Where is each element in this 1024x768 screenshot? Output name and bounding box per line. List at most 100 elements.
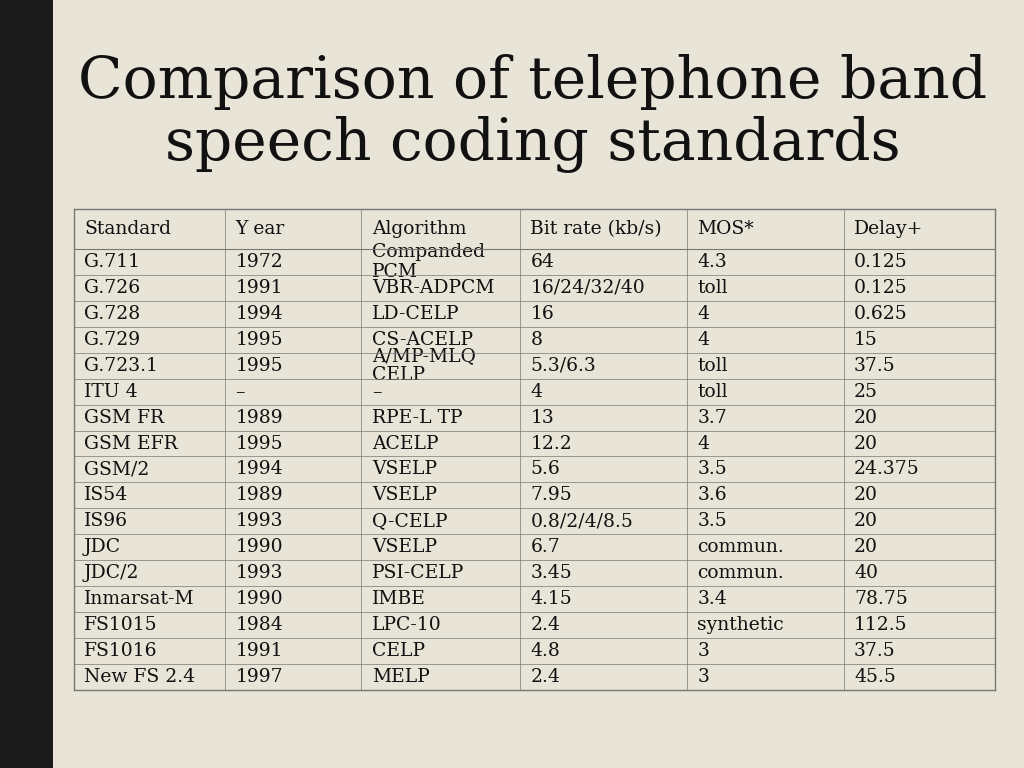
Text: GSM/2: GSM/2 [84,461,150,478]
Text: G.728: G.728 [84,305,140,323]
Text: Q-CELP: Q-CELP [372,512,447,531]
Text: 1995: 1995 [236,331,284,349]
Text: 1995: 1995 [236,435,284,452]
Text: 4.15: 4.15 [530,591,572,608]
Text: CELP: CELP [372,642,425,660]
Text: LPC-10: LPC-10 [372,616,441,634]
Text: 0.125: 0.125 [854,253,907,271]
Text: 64: 64 [530,253,554,271]
Text: –: – [236,382,245,401]
Text: 0.625: 0.625 [854,305,907,323]
Text: Comparison of telephone band
speech coding standards: Comparison of telephone band speech codi… [78,54,987,174]
Text: Y ear: Y ear [236,220,285,238]
Text: G.723.1: G.723.1 [84,356,158,375]
Text: 4: 4 [697,331,710,349]
Text: 25: 25 [854,382,878,401]
Text: VSELP: VSELP [372,538,436,556]
Text: JDC/2: JDC/2 [84,564,139,582]
Text: RPE-L TP: RPE-L TP [372,409,462,426]
Text: commun.: commun. [697,538,784,556]
Text: 37.5: 37.5 [854,642,896,660]
Text: 4: 4 [697,435,710,452]
Text: A/MP-MLQ
CELP: A/MP-MLQ CELP [372,347,475,384]
Text: 3.7: 3.7 [697,409,727,426]
Text: 24.375: 24.375 [854,461,920,478]
Text: 1989: 1989 [236,486,284,505]
Text: 1993: 1993 [236,564,283,582]
Text: FS1015: FS1015 [84,616,158,634]
Text: 37.5: 37.5 [854,356,896,375]
Text: New FS 2.4: New FS 2.4 [84,668,196,686]
Text: LD-CELP: LD-CELP [372,305,459,323]
Text: 12.2: 12.2 [530,435,572,452]
Text: 112.5: 112.5 [854,616,907,634]
Text: 13: 13 [530,409,554,426]
Text: GSM EFR: GSM EFR [84,435,178,452]
Text: G.726: G.726 [84,279,140,296]
Text: FS1016: FS1016 [84,642,158,660]
Text: 16: 16 [530,305,554,323]
Text: JDC: JDC [84,538,121,556]
Text: VBR-ADPCM: VBR-ADPCM [372,279,495,296]
Text: Bit rate (kb/s): Bit rate (kb/s) [530,220,663,238]
Text: Inmarsat-M: Inmarsat-M [84,591,195,608]
Text: 8: 8 [530,331,543,349]
Text: 3.45: 3.45 [530,564,572,582]
Text: 45.5: 45.5 [854,668,896,686]
Text: 7.95: 7.95 [530,486,572,505]
Text: toll: toll [697,279,728,296]
Text: 1990: 1990 [236,591,284,608]
Text: 6.7: 6.7 [530,538,560,556]
Text: –: – [372,382,381,401]
Text: 1995: 1995 [236,356,284,375]
Text: 20: 20 [854,409,878,426]
Text: 1994: 1994 [236,305,284,323]
Text: 3: 3 [697,642,710,660]
Text: 1997: 1997 [236,668,284,686]
Text: PSI-CELP: PSI-CELP [372,564,464,582]
Text: 3.5: 3.5 [697,512,727,531]
Text: 3.5: 3.5 [697,461,727,478]
Text: GSM FR: GSM FR [84,409,164,426]
Text: toll: toll [697,356,728,375]
Text: 4.3: 4.3 [697,253,727,271]
Text: 4.8: 4.8 [530,642,560,660]
Text: 78.75: 78.75 [854,591,908,608]
Text: Algorithm: Algorithm [372,220,466,238]
Text: IMBE: IMBE [372,591,426,608]
Text: 2.4: 2.4 [530,668,560,686]
Text: 4: 4 [697,305,710,323]
Text: Standard: Standard [84,220,171,238]
Text: 1989: 1989 [236,409,284,426]
Text: 20: 20 [854,435,878,452]
Text: 15: 15 [854,331,878,349]
Text: IS54: IS54 [84,486,128,505]
Text: commun.: commun. [697,564,784,582]
Text: Companded
PCM: Companded PCM [372,243,484,280]
Text: G.729: G.729 [84,331,140,349]
Text: 16/24/32/40: 16/24/32/40 [530,279,645,296]
Text: 2.4: 2.4 [530,616,560,634]
Text: 1991: 1991 [236,642,283,660]
Text: ACELP: ACELP [372,435,438,452]
Text: MELP: MELP [372,668,429,686]
Text: 1991: 1991 [236,279,283,296]
Text: G.711: G.711 [84,253,140,271]
Text: VSELP: VSELP [372,461,436,478]
Text: 1994: 1994 [236,461,284,478]
Text: 1972: 1972 [236,253,284,271]
Text: 1984: 1984 [236,616,284,634]
Text: CS-ACELP: CS-ACELP [372,331,473,349]
Text: 3.6: 3.6 [697,486,727,505]
Text: Delay+: Delay+ [854,220,924,238]
Text: 0.8/2/4/8.5: 0.8/2/4/8.5 [530,512,633,531]
Text: 5.6: 5.6 [530,461,560,478]
Text: 4: 4 [530,382,543,401]
Bar [0,0,53,768]
Text: MOS*: MOS* [697,220,754,238]
Text: 20: 20 [854,486,878,505]
Text: 3: 3 [697,668,710,686]
Text: 20: 20 [854,538,878,556]
Text: 20: 20 [854,512,878,531]
Text: VSELP: VSELP [372,486,436,505]
